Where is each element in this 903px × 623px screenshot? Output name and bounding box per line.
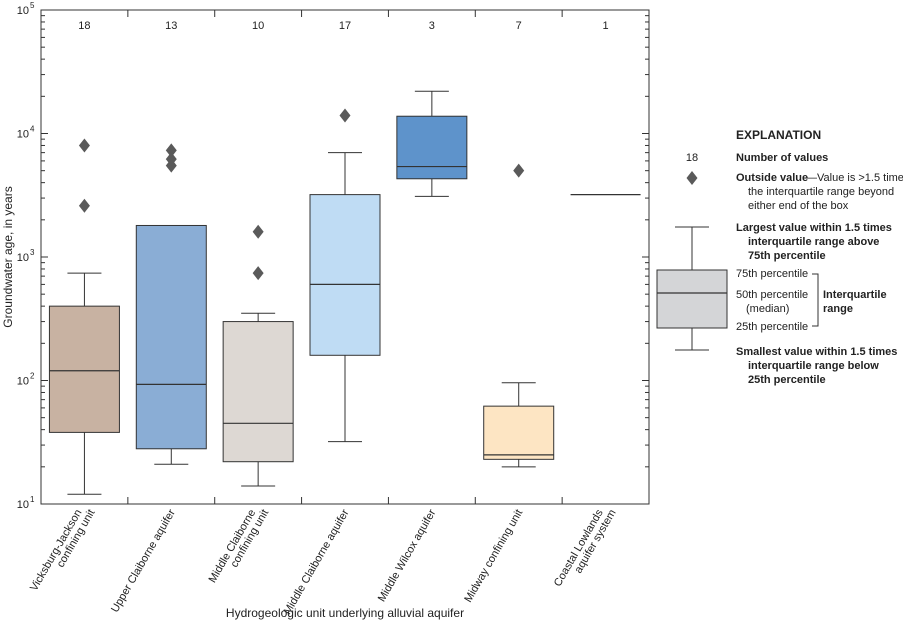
y-tick-label-base: 10 (17, 129, 29, 141)
legend-iqr-line1: Interquartile (823, 289, 887, 301)
box-count-label: 17 (339, 20, 351, 32)
legend-iqr-bracket (812, 273, 819, 327)
legend-smallest-line1: Smallest value within 1.5 times (736, 346, 897, 358)
legend-iqr-line2: range (823, 303, 853, 315)
legend-outside-line3: either end of the box (748, 200, 849, 212)
y-tick-label-base: 10 (17, 376, 29, 388)
outlier-marker (78, 138, 90, 153)
legend-count-label: Number of values (736, 152, 828, 164)
interquartile-box (483, 405, 555, 460)
legend-largest-line1: Largest value within 1.5 times (736, 222, 892, 234)
box-count-label: 3 (429, 20, 435, 32)
y-tick-label-base: 10 (17, 252, 29, 264)
category-label: Upper Claiborne aquifer (109, 507, 178, 614)
legend-p75: 75th percentile (736, 268, 808, 280)
legend-outside-rest: —Value is >1.5 times (806, 172, 903, 184)
category-label: Middle Claiborne aquifer (282, 507, 352, 617)
box-count-label: 13 (165, 20, 177, 32)
y-tick-label-base: 10 (17, 5, 29, 17)
explanation-title: EXPLANATION (736, 128, 821, 142)
legend-p50-sub: (median) (746, 303, 789, 315)
interquartile-box (48, 305, 120, 433)
outlier-marker (252, 266, 264, 281)
legend-smallest-line3: 25th percentile (748, 374, 826, 386)
x-axis-label: Hydrogeologic unit underlying alluvial a… (226, 606, 464, 620)
box-count-label: 10 (252, 20, 264, 32)
legend-largest-line3: 75th percentile (748, 250, 826, 262)
interquartile-box (396, 115, 468, 180)
y-tick-label-exponent: 3 (30, 248, 35, 257)
box-count-label: 18 (78, 20, 90, 32)
outlier-marker (165, 143, 177, 158)
y-tick-label-exponent: 4 (30, 125, 35, 134)
category-label: Midway confining unit (462, 508, 525, 605)
legend-box (656, 269, 728, 329)
y-tick-label-exponent: 1 (30, 495, 35, 504)
outlier-marker (78, 198, 90, 213)
y-tick-label-exponent: 5 (30, 1, 35, 10)
box-count-label: 1 (603, 20, 609, 32)
outlier-marker (165, 152, 177, 167)
y-tick-label-base: 10 (17, 499, 29, 511)
legend-count-example: 18 (686, 152, 698, 164)
interquartile-box (309, 194, 381, 356)
interquartile-box (222, 321, 294, 463)
legend-p25: 25th percentile (736, 321, 808, 333)
legend-largest-line2: interquartile range above (748, 236, 879, 248)
outlier-marker (513, 163, 525, 178)
outlier-marker (252, 224, 264, 239)
legend-p50: 50th percentile (736, 289, 808, 301)
legend-smallest-line2: interquartile range below (748, 360, 879, 372)
interquartile-box (135, 224, 207, 450)
y-tick-label-exponent: 2 (30, 372, 35, 381)
legend-outside-line2: the interquartile range beyond (748, 186, 894, 198)
box-count-label: 7 (516, 20, 522, 32)
legend-outside-bold: Outside value (736, 172, 808, 184)
y-axis-label: Groundwater age, in years (1, 186, 15, 327)
legend-outlier-marker (686, 171, 698, 185)
category-label: Middle Wilcox aquifer (376, 507, 439, 604)
outlier-marker (339, 108, 351, 123)
